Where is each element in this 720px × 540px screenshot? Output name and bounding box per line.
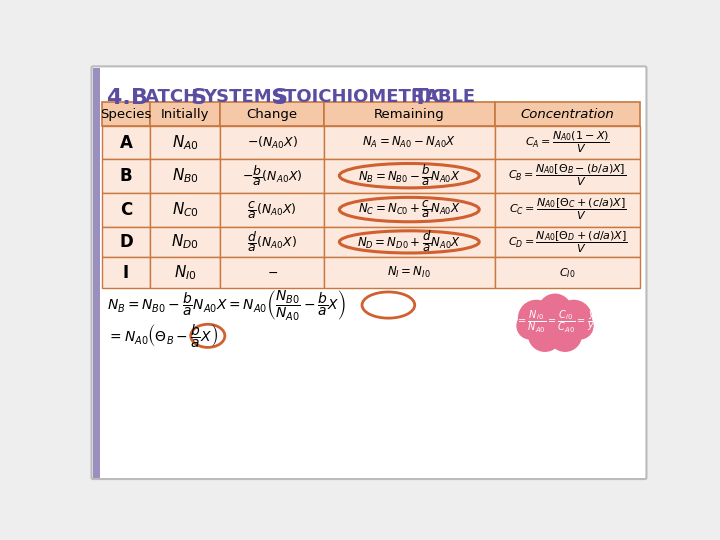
Circle shape bbox=[528, 319, 561, 351]
Text: $N_{D0}$: $N_{D0}$ bbox=[171, 233, 199, 251]
Bar bbox=[495, 126, 640, 159]
Text: $N_I = N_{I0}$: $N_I = N_{I0}$ bbox=[387, 265, 431, 280]
Bar bbox=[150, 126, 220, 159]
Text: $\dfrac{c}{a}(N_{A0}X)$: $\dfrac{c}{a}(N_{A0}X)$ bbox=[247, 199, 297, 220]
Text: Initially: Initially bbox=[161, 107, 210, 120]
Text: $N_B = N_{B0} - \dfrac{b}{a}N_{A0}X$: $N_B = N_{B0} - \dfrac{b}{a}N_{A0}X$ bbox=[358, 163, 461, 188]
Bar bbox=[495, 102, 640, 126]
Text: Species: Species bbox=[100, 107, 152, 120]
Circle shape bbox=[539, 294, 571, 327]
Circle shape bbox=[518, 300, 554, 336]
Bar bbox=[495, 193, 640, 226]
Text: $-\dfrac{b}{a}(N_{A0}X)$: $-\dfrac{b}{a}(N_{A0}X)$ bbox=[242, 163, 302, 188]
Text: S: S bbox=[271, 88, 287, 108]
Bar bbox=[324, 193, 495, 226]
Bar bbox=[102, 159, 150, 193]
Text: B: B bbox=[132, 88, 148, 108]
Text: $= N_{A0}\left(\Theta_B - \dfrac{b}{a}X\right)$: $= N_{A0}\left(\Theta_B - \dfrac{b}{a}X\… bbox=[107, 322, 218, 349]
Bar bbox=[324, 126, 495, 159]
Text: $C_B = \dfrac{N_{A0}[\Theta_B-(b/a)X]}{V}$: $C_B = \dfrac{N_{A0}[\Theta_B-(b/a)X]}{V… bbox=[508, 163, 626, 188]
Text: $N_{C0}$: $N_{C0}$ bbox=[172, 200, 199, 219]
Bar bbox=[220, 257, 324, 288]
Bar bbox=[102, 257, 150, 288]
Bar bbox=[150, 257, 220, 288]
Text: $-$: $-$ bbox=[266, 266, 278, 279]
Bar bbox=[220, 102, 324, 126]
Bar bbox=[150, 102, 220, 126]
Text: $N_D = N_{D0} + \dfrac{d}{a}N_{A0}X$: $N_D = N_{D0} + \dfrac{d}{a}N_{A0}X$ bbox=[357, 230, 462, 254]
Text: I: I bbox=[123, 264, 129, 282]
Circle shape bbox=[556, 300, 591, 336]
Text: T: T bbox=[413, 88, 428, 108]
Bar bbox=[220, 226, 324, 257]
Text: $\dfrac{d}{a}(N_{A0}X)$: $\dfrac{d}{a}(N_{A0}X)$ bbox=[247, 230, 297, 254]
Bar bbox=[324, 226, 495, 257]
Circle shape bbox=[549, 319, 581, 351]
Bar bbox=[495, 226, 640, 257]
Text: S: S bbox=[191, 88, 207, 108]
Text: Change: Change bbox=[246, 107, 297, 120]
Text: $N_A = N_{A0} - N_{A0}X$: $N_A = N_{A0} - N_{A0}X$ bbox=[362, 135, 456, 150]
Text: B: B bbox=[120, 167, 132, 185]
Circle shape bbox=[532, 300, 578, 346]
Text: $\Theta_i = \dfrac{N_{i0}}{N_{A0}} = \dfrac{C_{i0}}{C_{A0}} = \dfrac{y_{i0}}{y_{: $\Theta_i = \dfrac{N_{i0}}{N_{A0}} = \df… bbox=[506, 308, 604, 334]
Bar bbox=[495, 159, 640, 193]
Bar bbox=[150, 193, 220, 226]
Text: 4.: 4. bbox=[107, 88, 138, 108]
Text: $N_{A0}$: $N_{A0}$ bbox=[172, 133, 199, 152]
Text: $-(N_{A0}X)$: $-(N_{A0}X)$ bbox=[247, 134, 297, 151]
Bar bbox=[324, 102, 495, 126]
Text: ABLE: ABLE bbox=[425, 88, 476, 106]
Circle shape bbox=[517, 313, 544, 339]
Text: TOICHIOMETRIC: TOICHIOMETRIC bbox=[284, 88, 450, 106]
Circle shape bbox=[567, 313, 593, 339]
Text: $C_C = \dfrac{N_{A0}[\Theta_C+(c/a)X]}{V}$: $C_C = \dfrac{N_{A0}[\Theta_C+(c/a)X]}{V… bbox=[509, 197, 626, 222]
Text: Remaining: Remaining bbox=[374, 107, 445, 120]
Bar bbox=[324, 257, 495, 288]
Bar bbox=[102, 226, 150, 257]
Text: C: C bbox=[120, 200, 132, 219]
Text: $C_D = \dfrac{N_{A0}[\Theta_D+(d/a)X]}{V}$: $C_D = \dfrac{N_{A0}[\Theta_D+(d/a)X]}{V… bbox=[508, 229, 627, 255]
FancyBboxPatch shape bbox=[91, 66, 647, 479]
Text: ATCH: ATCH bbox=[145, 88, 204, 106]
Text: $C_{I0}$: $C_{I0}$ bbox=[559, 266, 575, 280]
Text: $C_A = \dfrac{N_{A0}(1-X)}{V}$: $C_A = \dfrac{N_{A0}(1-X)}{V}$ bbox=[525, 130, 610, 156]
Text: $N_B = N_{B0} - \dfrac{b}{a}N_{A0}X = N_{A0}\left(\dfrac{N_{B0}}{N_{A0}} - \dfra: $N_B = N_{B0} - \dfrac{b}{a}N_{A0}X = N_… bbox=[107, 288, 346, 322]
Text: Concentration: Concentration bbox=[521, 107, 614, 120]
Text: A: A bbox=[120, 133, 132, 152]
Text: D: D bbox=[120, 233, 133, 251]
Bar bbox=[324, 159, 495, 193]
Bar bbox=[102, 126, 150, 159]
Text: $N_{I0}$: $N_{I0}$ bbox=[174, 264, 197, 282]
Bar bbox=[220, 159, 324, 193]
Bar bbox=[495, 257, 640, 288]
Bar bbox=[150, 159, 220, 193]
Bar bbox=[220, 126, 324, 159]
Bar bbox=[102, 102, 150, 126]
Text: $N_C = N_{C0} + \dfrac{c}{a}N_{A0}X$: $N_C = N_{C0} + \dfrac{c}{a}N_{A0}X$ bbox=[358, 199, 461, 220]
Bar bbox=[220, 193, 324, 226]
Text: $N_{B0}$: $N_{B0}$ bbox=[172, 166, 199, 185]
Bar bbox=[150, 226, 220, 257]
Bar bbox=[102, 193, 150, 226]
Bar bbox=[93, 68, 100, 477]
Text: YSTEMS: YSTEMS bbox=[203, 88, 291, 106]
